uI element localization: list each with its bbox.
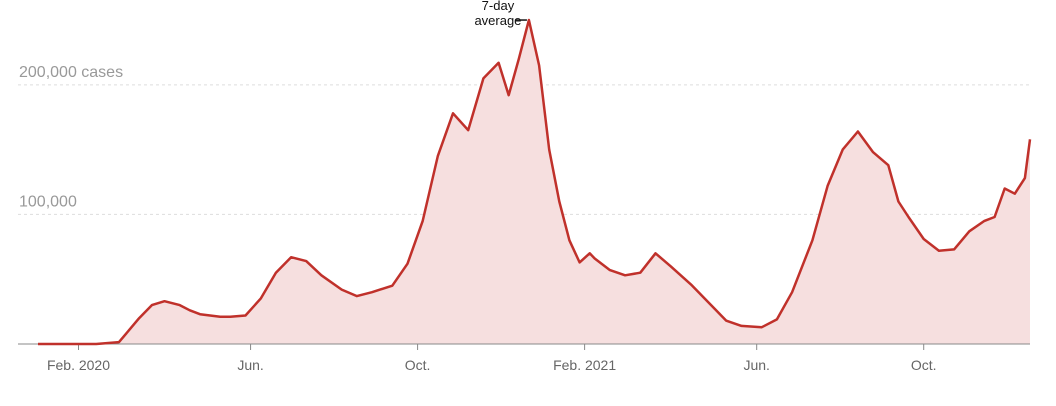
x-tick-marks	[77, 344, 925, 350]
seven-day-average-line	[38, 18, 1032, 346]
y-tick-label: 200,000 cases	[19, 64, 123, 81]
y-tick-label: 100,000	[19, 193, 77, 210]
x-tick-label: Oct.	[911, 357, 937, 373]
x-tick-label: Feb. 2021	[553, 357, 616, 373]
x-tick-label: Feb. 2020	[47, 357, 110, 373]
annotation-text: average	[474, 13, 521, 28]
y-tick-labels: 100,000 200,000 cases	[19, 64, 123, 211]
cases-area-fill	[38, 20, 1030, 344]
x-tick-labels: Feb. 2020 Jun. Oct. Feb. 2021 Jun. Oct.	[47, 357, 937, 373]
x-tick-label: Jun.	[743, 357, 769, 373]
x-tick-label: Jun.	[237, 357, 263, 373]
annotation-text: 7-day	[482, 0, 515, 13]
x-tick-label: Oct.	[405, 357, 431, 373]
